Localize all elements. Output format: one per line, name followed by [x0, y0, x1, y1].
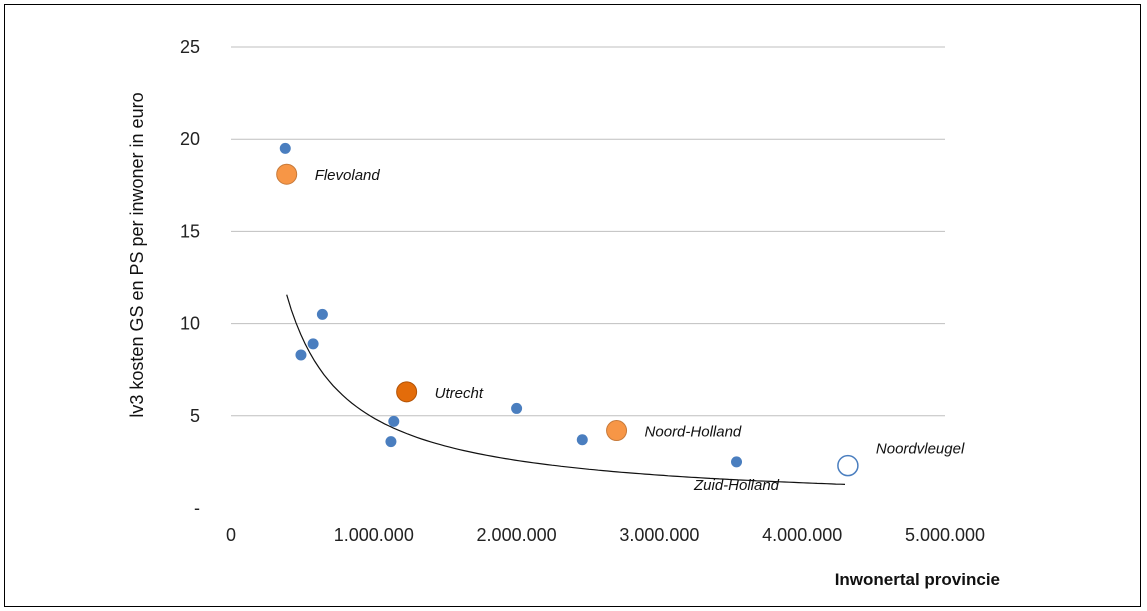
data-point [511, 402, 523, 414]
data-point [307, 338, 319, 350]
data-point [731, 456, 743, 468]
data-point [576, 434, 588, 446]
y-tick-label: - [194, 498, 200, 518]
annotations: Zuid-Holland [693, 477, 780, 494]
data-points [279, 142, 743, 468]
chart-frame [4, 4, 1141, 607]
highlight-point-noord-holland [606, 420, 628, 442]
x-tick-label: 2.000.000 [477, 525, 557, 545]
highlight-point-noordvleugel [837, 454, 859, 477]
highlight-point-flevoland [276, 163, 298, 185]
data-point [279, 142, 291, 154]
x-tick-label: 0 [226, 525, 236, 545]
label-noord-holland: Noord-Holland [645, 424, 742, 441]
y-tick-label: 20 [180, 129, 200, 149]
trendline [286, 294, 846, 485]
annotation-label: Zuid-Holland [693, 477, 780, 494]
x-tick-label: 4.000.000 [762, 525, 842, 545]
x-tick-label: 1.000.000 [334, 525, 414, 545]
x-axis-ticks: 0 1.000.000 2.000.000 3.000.000 4.000.000 5.0… [226, 525, 985, 545]
y-tick-label: 15 [180, 221, 200, 241]
label-utrecht: Utrecht [435, 385, 484, 402]
label-noordvleugel: Noordvleugel [876, 441, 965, 458]
y-tick-label: 10 [180, 314, 200, 334]
data-point [316, 308, 328, 320]
x-tick-label: 5.000.000 [905, 525, 985, 545]
data-point [388, 415, 400, 427]
y-axis-ticks: - 5 10 15 20 25 [180, 37, 200, 518]
highlighted-points: Flevoland Utrecht Noord-Holland Noordvleuge… [276, 163, 965, 477]
y-axis-title: lv3 kosten GS en PS per inwoner in euro [127, 92, 147, 417]
label-flevoland: Flevoland [315, 167, 381, 184]
y-tick-label: 5 [190, 406, 200, 426]
y-tick-label: 25 [180, 37, 200, 57]
grid-lines [231, 46, 945, 417]
data-point [295, 349, 307, 361]
data-point [385, 436, 397, 448]
highlight-point-utrecht [396, 381, 418, 403]
x-tick-label: 3.000.000 [619, 525, 699, 545]
x-axis-title: Inwonertal provincie [835, 570, 1000, 589]
